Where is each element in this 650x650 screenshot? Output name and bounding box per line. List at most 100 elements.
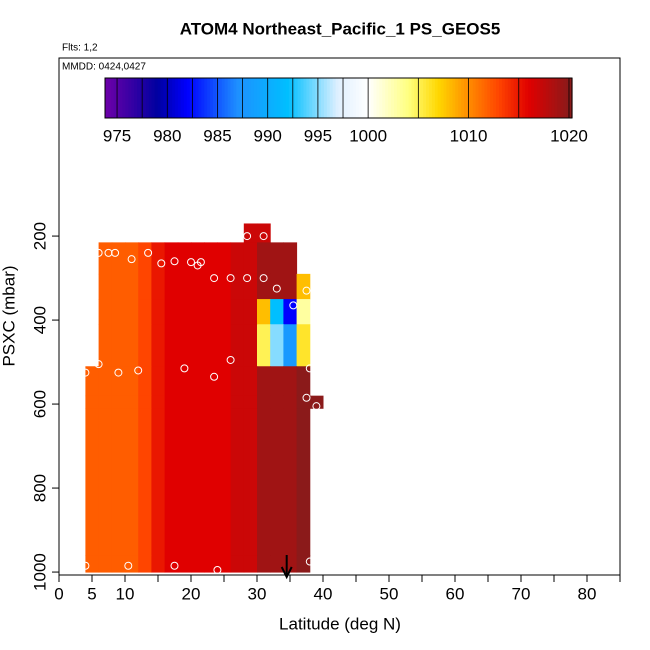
heat-cell [257,273,271,300]
heat-cell [85,555,100,573]
heat-cell [111,324,126,367]
heat-cell [204,395,218,409]
heat-cell [98,555,113,573]
colorbar-swatch [212,78,217,118]
heat-cell [204,242,218,275]
heat-cell [257,324,271,367]
colorbar-swatch [431,78,436,118]
colorbar-swatch [458,78,462,118]
flight-point [259,232,268,241]
colorbar-swatch [481,78,486,118]
colorbar-swatch [318,78,322,118]
colorbar-swatch [268,78,272,118]
colorbar-swatch [303,78,307,118]
colorbar-swatch [122,78,127,118]
heat-cell [138,324,152,367]
heat-cell [217,324,232,367]
flight-point [157,259,166,268]
heat-cell [164,242,179,275]
flight-point [243,232,252,241]
colorbar-swatch [256,78,261,118]
x-tick-label: 80 [578,584,597,603]
colorbar-swatch [358,78,363,118]
heat-cell [296,366,311,397]
colorbar-swatch [332,78,337,118]
colorbar-swatch [221,78,226,118]
colorbar-swatch [437,78,442,118]
x-tick-label: 70 [512,584,531,603]
colorbar-swatch [469,78,474,118]
heat-cell [138,366,152,397]
heat-cell [204,555,218,573]
heat-cell [296,299,311,325]
colorbar-swatch [230,78,235,118]
x-axis-label: Latitude (deg N) [279,614,401,633]
colorbar-swatch [166,78,170,118]
colorbar-swatch [320,78,325,118]
colorbar-swatch [531,78,535,118]
colorbar-swatch [107,78,112,118]
heat-cell [230,366,245,397]
flight-point [127,255,136,264]
heat-cell [204,408,218,556]
colorbar-swatch [183,78,188,118]
flight-point [81,561,90,570]
colorbar-swatch [496,78,500,118]
colorbar-swatch [504,78,509,118]
flight-point [289,301,298,310]
colorbar-swatch [408,78,413,118]
colorbar-swatch [399,78,404,118]
flight-point [81,368,90,377]
colorbar-swatch [262,78,267,118]
colorbar-swatch [393,78,398,118]
colorbar-swatch [119,78,124,118]
colorbar-swatch [569,78,573,118]
heat-cell [151,408,166,556]
heat-cell [230,242,245,275]
heat-cell [204,366,218,397]
heat-cell [98,408,113,556]
colorbar-swatch [309,78,313,118]
colorbar-swatch [157,78,162,118]
colorbar-swatch [177,78,182,118]
flight-point [302,286,311,295]
colorbar-swatch [224,78,229,118]
heat-cell [296,408,311,556]
heat-cell [125,299,139,325]
colorbar-swatch [525,78,529,118]
colorbar-swatch [201,78,205,118]
colorbar-swatch [417,78,421,118]
colorbar-swatch [271,78,275,118]
colorbar-frame [104,77,573,119]
heat-cell [191,299,205,325]
colorbar-swatch [142,78,147,118]
heat-cell [151,273,166,300]
colorbar-swatch [198,78,202,118]
heat-cell [270,299,284,325]
colorbar-swatch [499,78,503,118]
colorbar-swatch [300,78,305,118]
colorbar-swatch [367,78,372,118]
flight-point [94,360,103,369]
heat-cell [230,273,245,300]
heat-cell [191,324,205,367]
colorbar-swatch [326,78,331,118]
heat-cell [151,366,166,397]
colorbar-swatch [551,78,556,118]
colorbar-swatch [385,78,389,118]
flight-point [302,393,311,402]
colorbar-swatch [242,78,246,118]
heat-cell [230,299,245,325]
colorbar-tick-label: 1020 [550,126,588,145]
colorbar-swatch [402,78,407,118]
colorbar-swatch [513,78,518,118]
colorbar-swatch [207,78,211,118]
colorbar-swatch [428,78,433,118]
arrow-head [280,566,293,580]
heat-cell [270,395,284,409]
heat-cell [283,299,298,325]
heat-cell [138,555,152,573]
colorbar-swatch [475,78,480,118]
heat-cell [204,324,218,367]
heat-cell [164,366,179,397]
